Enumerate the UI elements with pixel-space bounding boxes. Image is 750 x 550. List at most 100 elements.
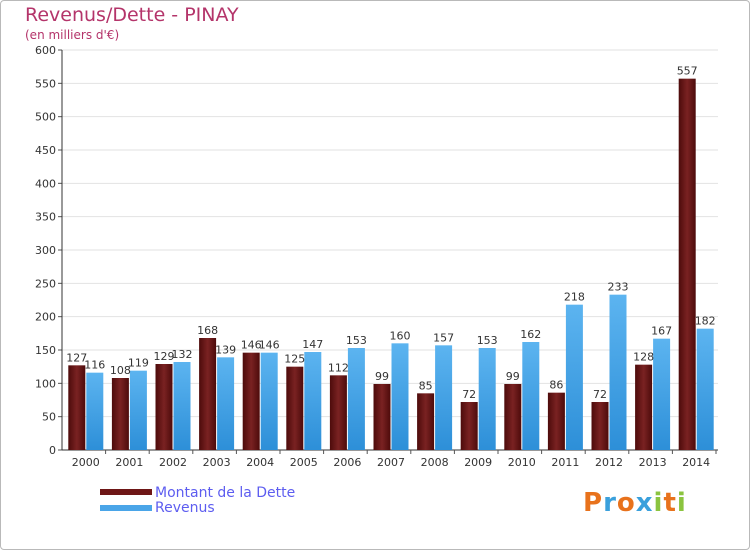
- x-tick-label: 2010: [508, 456, 536, 469]
- bar-revenus: [260, 352, 278, 450]
- legend-swatch-debt: [100, 489, 152, 495]
- y-tick-label: 150: [35, 344, 56, 357]
- bar-dette: [199, 338, 217, 450]
- axis-layer: 0 50 100 150 200 250 300 350 400 450 500 550 600 2000…: [35, 44, 718, 469]
- y-tick-label: 500: [35, 111, 56, 124]
- chart-subtitle: (en milliers d'€): [25, 28, 120, 42]
- x-tick-label: 2014: [682, 456, 710, 469]
- logo-letter: t: [663, 488, 677, 518]
- bar-revenus: [609, 294, 627, 450]
- bar-dette: [460, 402, 478, 450]
- data-label-dette: 99: [375, 370, 389, 383]
- data-label-revenus: 153: [477, 334, 498, 347]
- bar-dette: [635, 364, 653, 450]
- bar-revenus: [696, 328, 714, 450]
- data-label-dette: 72: [593, 388, 607, 401]
- bar-revenus: [478, 348, 496, 450]
- data-label-revenus: 157: [433, 331, 454, 344]
- bar-dette: [504, 384, 522, 450]
- data-label-dette: 85: [419, 379, 433, 392]
- data-label-dette: 112: [328, 361, 349, 374]
- data-label-revenus: 153: [346, 334, 367, 347]
- x-tick-label: 2003: [203, 456, 231, 469]
- data-label-dette: 125: [284, 353, 305, 366]
- bar-revenus: [86, 372, 104, 450]
- data-label-revenus: 167: [651, 325, 672, 338]
- y-tick-label: 50: [42, 411, 56, 424]
- y-tick-label: 300: [35, 244, 56, 257]
- data-label-dette: 108: [110, 364, 131, 377]
- x-tick-label: 2006: [333, 456, 361, 469]
- bar-revenus: [173, 362, 191, 450]
- y-tick-label: 450: [35, 144, 56, 157]
- data-label-dette: 99: [506, 370, 520, 383]
- x-tick-label: 2008: [421, 456, 449, 469]
- data-label-dette: 129: [154, 350, 175, 363]
- y-tick-label: 100: [35, 377, 56, 390]
- data-label-revenus: 182: [695, 315, 716, 328]
- data-label-revenus: 116: [84, 359, 105, 372]
- data-label-dette: 86: [549, 379, 563, 392]
- bar-revenus: [435, 345, 453, 450]
- y-tick-label: 0: [49, 444, 56, 457]
- y-tick-label: 350: [35, 211, 56, 224]
- bar-dette: [286, 366, 304, 450]
- data-label-revenus: 147: [302, 338, 323, 351]
- legend-label-debt: Montant de la Dette: [155, 485, 296, 501]
- data-label-revenus: 233: [608, 281, 629, 294]
- bar-revenus: [522, 342, 540, 450]
- data-label-dette: 168: [197, 324, 218, 337]
- data-label-dette: 557: [677, 65, 698, 78]
- data-label-revenus: 139: [215, 343, 236, 356]
- x-tick-label: 2005: [290, 456, 318, 469]
- logo-letter: o: [616, 488, 636, 518]
- y-tick-label: 250: [35, 277, 56, 290]
- y-tick-label: 550: [35, 77, 56, 90]
- logo-letter: r: [603, 488, 617, 518]
- x-tick-label: 2011: [551, 456, 579, 469]
- x-tick-label: 2000: [72, 456, 100, 469]
- bar-revenus: [565, 304, 583, 450]
- x-tick-label: 2009: [464, 456, 492, 469]
- bar-dette: [329, 375, 347, 450]
- bar-dette: [417, 393, 435, 450]
- x-tick-label: 2001: [115, 456, 143, 469]
- x-tick-label: 2004: [246, 456, 274, 469]
- y-tick-label: 600: [35, 44, 56, 57]
- bar-dette: [591, 402, 609, 450]
- data-label-dette: 146: [241, 339, 262, 352]
- bar-revenus: [129, 370, 147, 450]
- bar-dette: [547, 392, 565, 450]
- data-label-revenus: 146: [259, 339, 280, 352]
- bar-dette: [373, 384, 391, 450]
- data-label-dette: 72: [462, 388, 476, 401]
- chart-title: Revenus/Dette - PINAY: [25, 4, 239, 26]
- data-label-dette: 127: [66, 351, 87, 364]
- bar-revenus: [653, 338, 671, 450]
- legend-swatch-revenus: [100, 505, 152, 511]
- bar-dette: [68, 365, 86, 450]
- bar-revenus: [347, 348, 365, 450]
- data-label-revenus: 162: [520, 328, 541, 341]
- x-tick-label: 2012: [595, 456, 623, 469]
- data-label-revenus: 218: [564, 291, 585, 304]
- legend-label-revenus: Revenus: [155, 500, 215, 516]
- bar-layer: [68, 78, 714, 451]
- logo-letter: i: [676, 488, 687, 518]
- bar-dette: [678, 78, 696, 451]
- x-tick-label: 2013: [639, 456, 667, 469]
- logo-letter: i: [653, 488, 664, 518]
- data-label-revenus: 160: [390, 329, 411, 342]
- bar-revenus: [304, 352, 322, 450]
- y-tick-label: 400: [35, 177, 56, 190]
- bar-dette: [111, 378, 129, 450]
- data-label-dette: 128: [633, 351, 654, 364]
- logo-letter: P: [583, 488, 604, 518]
- x-tick-label: 2002: [159, 456, 187, 469]
- bar-dette: [242, 352, 260, 450]
- data-label-revenus: 132: [172, 348, 193, 361]
- data-label-revenus: 119: [128, 357, 149, 370]
- bar-revenus: [217, 357, 235, 450]
